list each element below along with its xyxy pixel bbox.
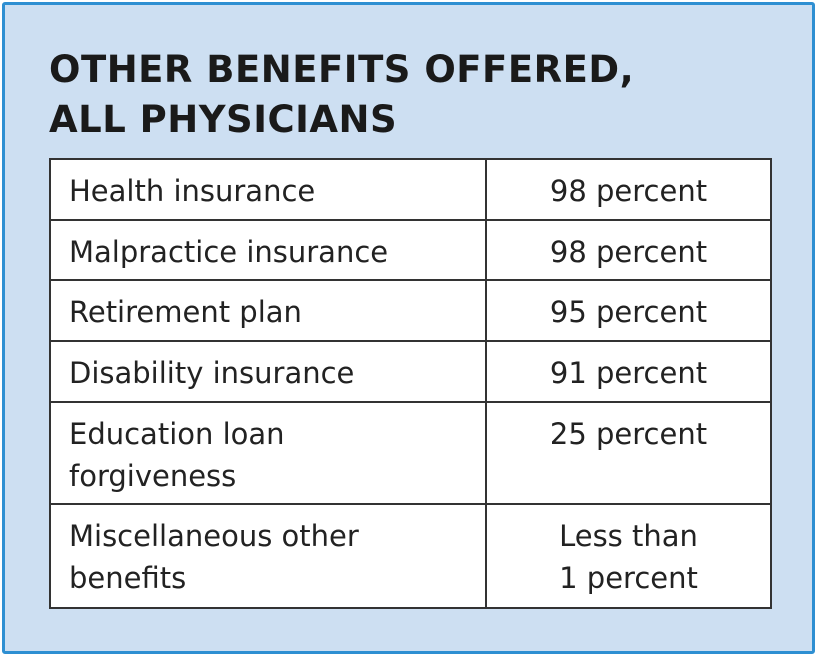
cell-line: forgiveness (69, 459, 237, 493)
cell-line: 25 percent (549, 417, 708, 451)
benefit-share: 98 percent (485, 219, 772, 281)
cell-line: 1 percent (559, 561, 698, 595)
cell-line: Education loan (69, 417, 285, 451)
cell-line: Retirement plan (69, 295, 302, 329)
cell-line: 98 percent (549, 174, 708, 208)
table-row: Disability insurance 91 percent (49, 340, 772, 403)
benefit-name: Health insurance (49, 158, 487, 221)
title-line: OTHER BENEFITS OFFERED, (49, 48, 635, 91)
cell-line: 91 percent (549, 356, 708, 390)
table-row: Malpractice insurance 98 percent (49, 219, 772, 281)
benefit-share: 91 percent (485, 340, 772, 403)
cell-line: Disability insurance (69, 356, 355, 390)
benefits-table: Health insurance 98 percent Malpractice in… (49, 158, 772, 609)
benefit-share: 95 percent (485, 279, 772, 342)
benefit-name: Disability insurance (49, 340, 487, 403)
benefit-name: Malpractice insurance (49, 219, 487, 281)
title: OTHER BENEFITS OFFERED, ALL PHYSICIANS (49, 45, 634, 145)
benefit-name: Retirement plan (49, 279, 487, 342)
benefit-name: Education loan forgiveness (49, 401, 487, 505)
cell-line: Malpractice insurance (69, 235, 389, 269)
table-row: Health insurance 98 percent (49, 158, 772, 221)
table-row: Miscellaneous other benefits Less than 1 pe… (49, 503, 772, 609)
cell-line: Health insurance (69, 174, 316, 208)
benefit-name: Miscellaneous other benefits (49, 503, 487, 609)
cell-line: Miscellaneous other (69, 519, 359, 553)
title-line: ALL PHYSICIANS (49, 98, 398, 141)
table-row: Retirement plan 95 percent (49, 279, 772, 342)
table-row: Education loan forgiveness 25 percent (49, 401, 772, 505)
cell-line: Less than (559, 519, 698, 553)
cell-line: 98 percent (549, 235, 708, 269)
cell-line: 95 percent (549, 295, 708, 329)
benefit-share: 98 percent (485, 158, 772, 221)
cell-line: benefits (69, 561, 187, 595)
benefit-share: 25 percent (485, 401, 772, 505)
benefit-share: Less than 1 percent (485, 503, 772, 609)
